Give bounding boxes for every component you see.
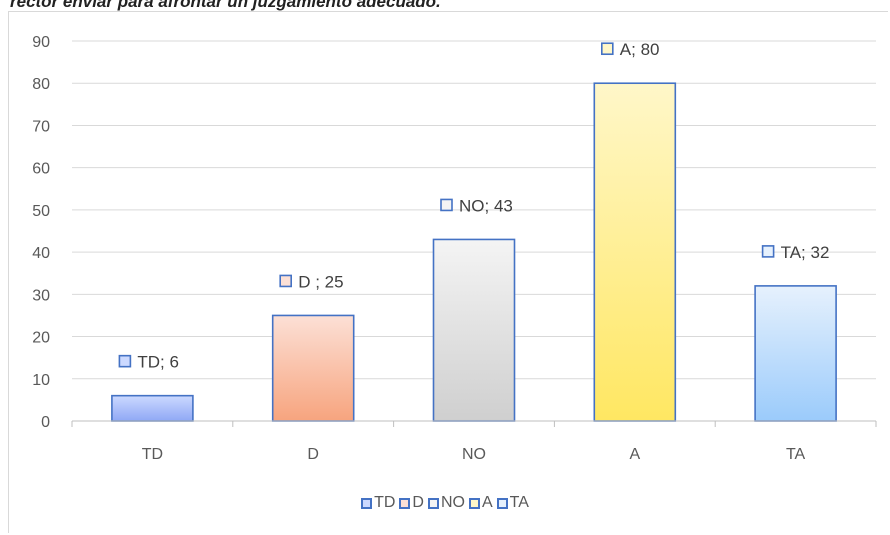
- y-tick-label: 90: [32, 34, 50, 51]
- y-tick-label: 30: [32, 287, 50, 304]
- legend-swatch: [496, 497, 508, 509]
- y-tick-label: 10: [32, 372, 50, 389]
- data-label-marker: [761, 245, 775, 258]
- y-tick-label: 60: [32, 161, 50, 178]
- data-label-marker: [118, 354, 132, 368]
- bar-chart: 0 10 20 30 40 50 60 70 80 90 TD D NO A TA TD; 6 D ; 25…: [32, 34, 877, 463]
- legend-swatch: [399, 497, 411, 509]
- data-label: A; 80: [620, 40, 660, 59]
- legend-item: TA: [496, 494, 529, 512]
- legend-item: D: [399, 494, 424, 512]
- chart-legend: TD D NO A TA: [0, 494, 890, 514]
- data-labels: TD; 6 D ; 25 NO; 43 A; 80 TA; 32: [118, 40, 830, 372]
- y-axis-ticks: 0 10 20 30 40 50 60 70 80 90: [32, 34, 50, 431]
- y-tick-label: 20: [32, 330, 50, 347]
- legend-item: A: [468, 494, 493, 512]
- legend-label: TA: [509, 494, 529, 511]
- x-axis: [71, 420, 877, 427]
- data-label: TD; 6: [137, 353, 179, 372]
- legend-item: TD: [361, 494, 395, 512]
- x-tick-label: A: [629, 446, 640, 463]
- data-label-marker: [279, 274, 293, 288]
- legend-swatch: [468, 497, 480, 509]
- legend-label: TD: [374, 494, 396, 511]
- x-tick-label: D: [307, 446, 319, 463]
- y-tick-label: 0: [41, 414, 50, 431]
- figure-caption: rector enviar para afrontar un juzgamien…: [10, 0, 441, 11]
- legend-label: D: [412, 494, 424, 511]
- data-label: D ; 25: [298, 272, 343, 291]
- bar-no: [432, 238, 516, 422]
- x-tick-label: TD: [142, 446, 163, 463]
- legend-label: NO: [440, 494, 465, 511]
- data-label-marker: [600, 42, 614, 56]
- x-axis-ticks: TD D NO A TA: [142, 446, 806, 463]
- data-label: TA; 32: [781, 243, 830, 262]
- bar-a: [593, 82, 677, 422]
- y-tick-label: 70: [32, 118, 50, 135]
- bar-ta: [754, 285, 837, 422]
- bar-d: [271, 314, 355, 422]
- data-label-marker: [440, 198, 453, 212]
- legend-label: A: [481, 494, 493, 511]
- y-tick-label: 40: [32, 245, 50, 262]
- y-tick-label: 80: [32, 76, 50, 93]
- legend-item: NO: [427, 494, 465, 512]
- bar-td: [111, 394, 194, 422]
- legend-swatch: [427, 497, 439, 509]
- chart-frame: [8, 11, 888, 533]
- x-tick-label: TA: [786, 446, 806, 463]
- x-tick-label: NO: [462, 446, 486, 463]
- legend-swatch: [361, 497, 373, 509]
- data-label: NO; 43: [459, 196, 513, 215]
- y-tick-label: 50: [32, 203, 50, 220]
